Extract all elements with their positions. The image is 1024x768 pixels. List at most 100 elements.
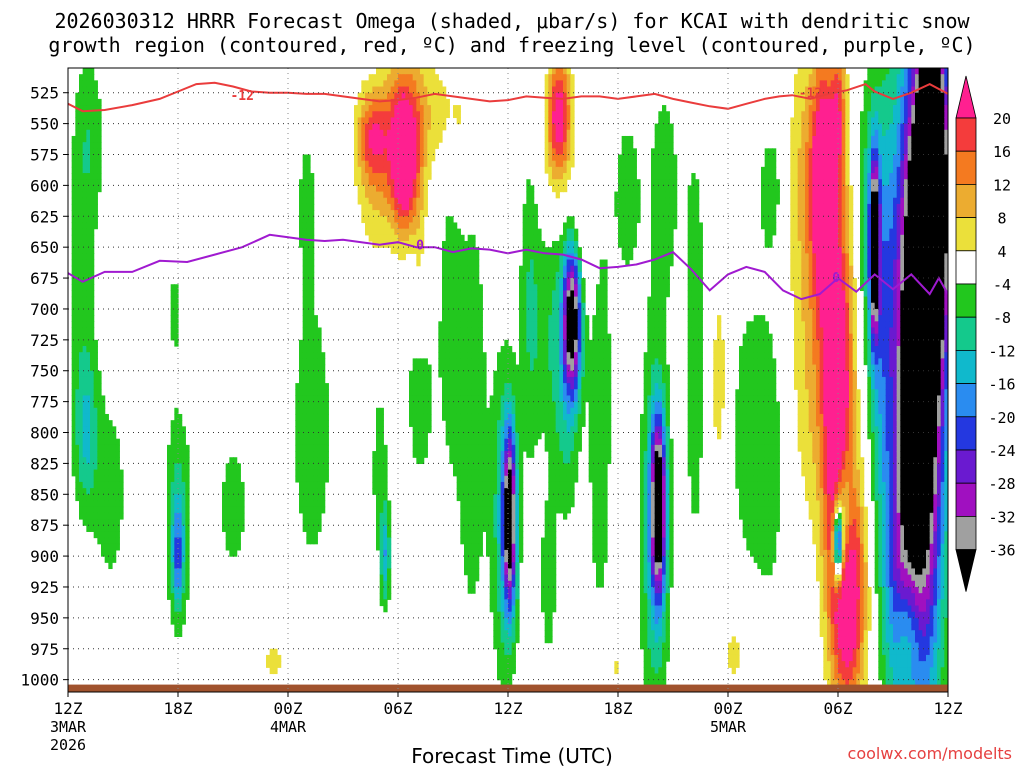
omega-cell <box>456 426 461 434</box>
omega-cell <box>662 574 667 582</box>
omega-cell <box>112 525 117 532</box>
omega-cell <box>431 74 436 81</box>
omega-cell <box>486 525 491 532</box>
omega-cell <box>665 173 670 180</box>
omega-cell <box>592 475 597 483</box>
omega-cell <box>97 160 102 168</box>
omega-cell <box>90 216 95 224</box>
omega-cell <box>552 580 557 588</box>
omega-cell <box>398 142 403 149</box>
omega-cell <box>625 148 630 156</box>
omega-cell <box>508 586 513 594</box>
omega-cell <box>500 642 505 650</box>
omega-cell <box>482 506 487 514</box>
omega-cell <box>555 302 560 310</box>
omega-cell <box>321 395 326 403</box>
omega-cell <box>445 370 450 378</box>
omega-cell <box>574 321 579 329</box>
omega-cell <box>445 383 450 390</box>
omega-cell <box>460 339 465 347</box>
omega-cell <box>299 426 304 434</box>
omega-cell <box>299 185 304 193</box>
omega-cell <box>654 488 659 495</box>
omega-cell <box>658 333 663 341</box>
omega-cell <box>269 654 274 662</box>
omega-cell <box>90 352 95 359</box>
omega-cell <box>86 92 91 100</box>
omega-cell <box>662 290 667 298</box>
omega-cell <box>548 98 553 106</box>
omega-cell <box>511 574 516 582</box>
omega-cell <box>530 420 535 427</box>
omega-cell <box>636 185 641 193</box>
omega-cell <box>423 166 428 174</box>
omega-cell <box>508 630 513 637</box>
omega-cell <box>236 481 241 489</box>
omega-cell <box>420 426 425 434</box>
omega-cell <box>75 234 80 242</box>
omega-cell <box>603 531 608 539</box>
omega-cell <box>478 451 483 458</box>
omega-cell <box>475 413 480 421</box>
omega-cell <box>577 401 582 409</box>
omega-cell <box>643 370 648 378</box>
omega-cell <box>603 327 608 335</box>
omega-cell <box>82 142 87 149</box>
omega-cell <box>387 105 392 112</box>
omega-cell <box>416 234 421 242</box>
omega-cell <box>566 352 571 359</box>
omega-cell <box>416 129 421 137</box>
omega-cell <box>467 253 472 261</box>
omega-cell <box>552 562 557 570</box>
omega-cell <box>423 203 428 211</box>
omega-cell <box>643 630 648 637</box>
omega-cell <box>93 129 98 137</box>
omega-cell <box>93 413 98 421</box>
omega-cell <box>464 302 469 310</box>
omega-cell <box>431 92 436 100</box>
omega-cell <box>658 346 663 353</box>
omega-cell <box>445 395 450 403</box>
omega-cell <box>533 339 538 347</box>
omega-cell <box>471 562 476 570</box>
omega-cell <box>181 457 186 465</box>
omega-cell <box>548 611 553 619</box>
omega-cell <box>651 512 656 520</box>
omega-cell <box>453 111 458 119</box>
omega-cell <box>412 135 417 143</box>
omega-cell <box>552 290 557 298</box>
omega-cell <box>412 395 417 403</box>
omega-cell <box>112 543 117 551</box>
omega-cell <box>453 352 458 359</box>
omega-cell <box>530 296 535 304</box>
omega-cell <box>438 321 443 329</box>
omega-cell <box>464 556 469 563</box>
omega-cell <box>640 475 645 483</box>
omega-cell <box>302 426 307 434</box>
omega-cell <box>665 481 670 489</box>
omega-cell <box>379 117 384 125</box>
omega-cell <box>662 537 667 545</box>
omega-cell <box>559 364 564 372</box>
omega-cell <box>86 259 91 267</box>
omega-cell <box>563 308 568 316</box>
omega-cell <box>456 117 461 125</box>
omega-cell <box>475 278 480 285</box>
omega-cell <box>574 284 579 292</box>
omega-cell <box>548 531 553 539</box>
omega-cell <box>548 92 553 100</box>
omega-cell <box>181 432 186 440</box>
omega-cell <box>97 500 102 508</box>
omega-cell <box>317 413 322 421</box>
omega-cell <box>456 259 461 267</box>
omega-cell <box>658 549 663 557</box>
omega-cell <box>548 370 553 378</box>
omega-cell <box>467 413 472 421</box>
omega-cell <box>522 413 527 421</box>
omega-cell <box>566 389 571 397</box>
omega-cell <box>548 358 553 366</box>
omega-cell <box>460 401 465 409</box>
omega-cell <box>185 556 190 563</box>
omega-cell <box>665 253 670 261</box>
omega-cell <box>71 346 76 353</box>
